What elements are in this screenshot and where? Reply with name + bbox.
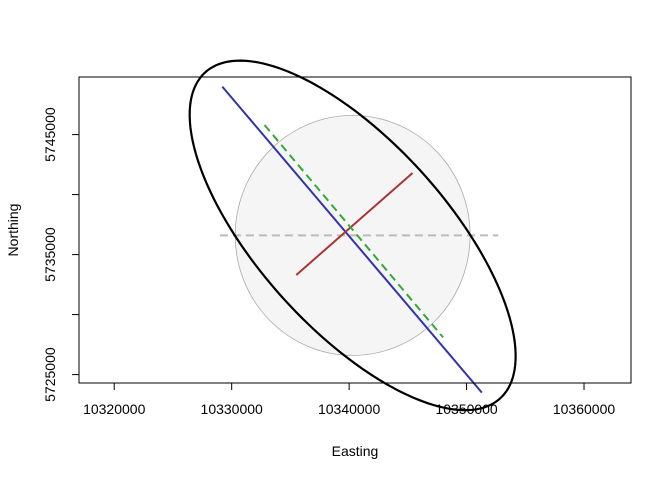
minor-axis-line: [295, 172, 414, 276]
x-tick-label: 10320000: [83, 401, 146, 417]
y-axis: 5725000 5735000 5745000: [42, 107, 80, 402]
x-tick-label: 10360000: [553, 401, 616, 417]
y-tick-label: 5735000: [42, 227, 58, 282]
major-axis-line: [221, 85, 483, 394]
y-axis-label: Northing: [5, 204, 21, 257]
x-axis-label: Easting: [332, 443, 379, 459]
green-dashed-line: [263, 124, 444, 339]
x-tick-label: 10350000: [435, 401, 498, 417]
x-axis: 10320000 10330000 10340000 10350000 10360000: [83, 382, 616, 417]
error-ellipse: [188, 59, 517, 412]
y-tick-label: 5745000: [42, 107, 58, 162]
x-tick-label: 10340000: [318, 401, 381, 417]
plot-content: [188, 59, 517, 412]
x-tick-label: 10330000: [201, 401, 264, 417]
y-tick-label: 5725000: [42, 347, 58, 402]
